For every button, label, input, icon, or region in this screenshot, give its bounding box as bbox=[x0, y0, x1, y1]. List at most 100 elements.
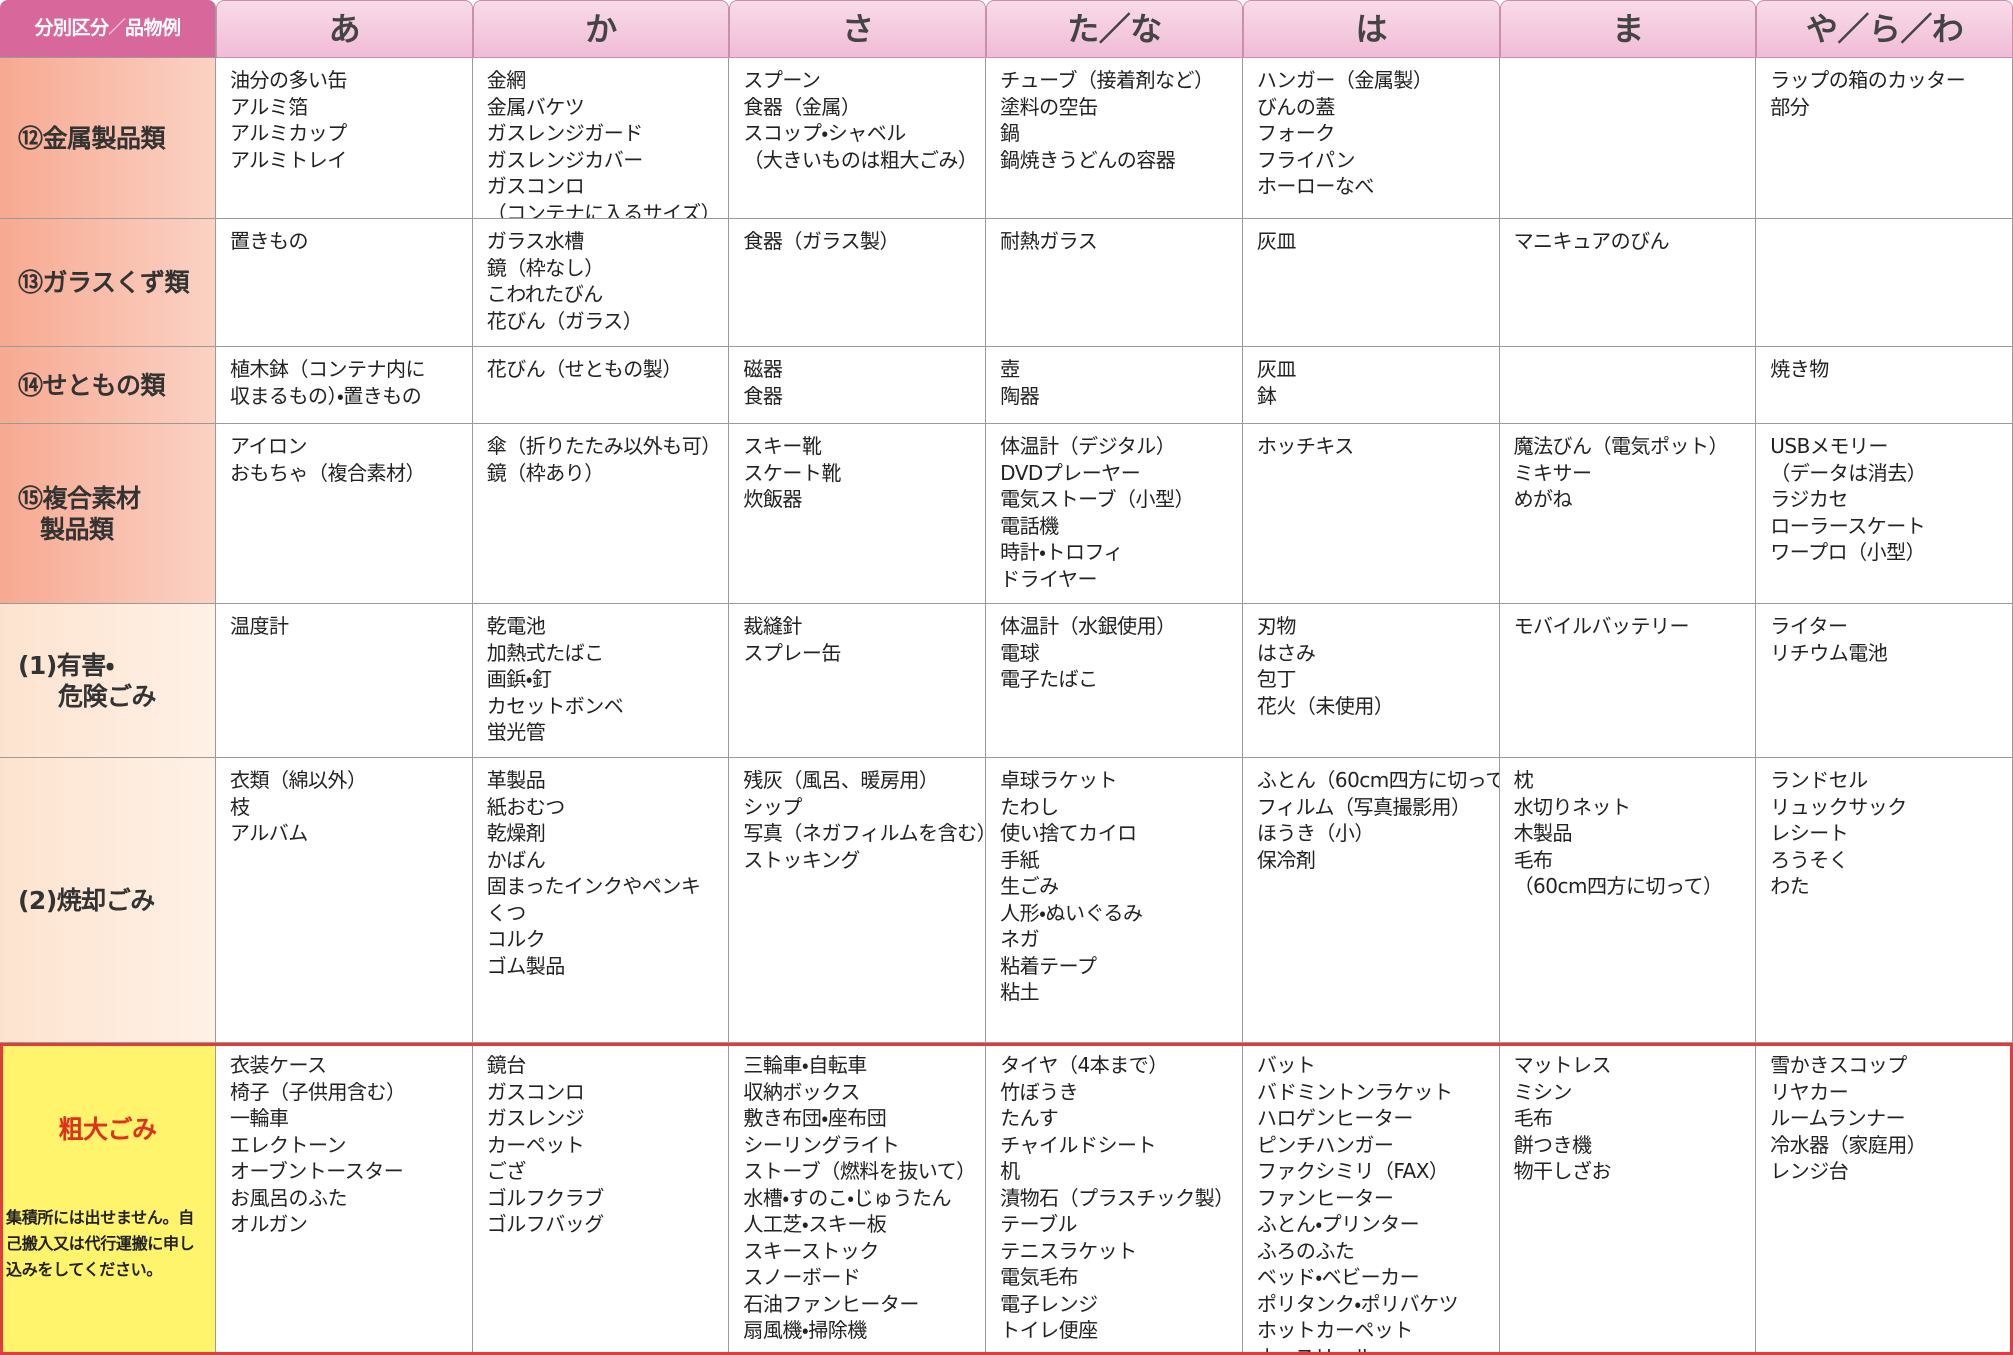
item-cell bbox=[1756, 219, 2013, 347]
item: たわし bbox=[1000, 794, 1059, 819]
item: お風呂のふた bbox=[230, 1185, 347, 1210]
item: ハロゲンヒーター bbox=[1256, 1106, 1413, 1130]
item: マットレス bbox=[1513, 1053, 1612, 1077]
category-cell: ⑭せともの類 bbox=[0, 347, 216, 424]
item: ふとん・プリンター bbox=[1256, 1212, 1420, 1236]
item: 水切りネット bbox=[1513, 794, 1631, 819]
item-cell: タイヤ（4本まで） 竹ぼうき たんす チャイルドシート机漬物石（プラスチック製） テーブ… bbox=[986, 1043, 1243, 1355]
item: ミキサー bbox=[1513, 460, 1592, 485]
item-cell: 衣装ケース 椅子（子供用含む） 一輪車 エレクトーン オーブントースター お風呂のふた オル… bbox=[216, 1043, 473, 1355]
item: ゴルフバッグ bbox=[486, 1212, 604, 1236]
item-cell: 衣類（綿以外）枝アルバム bbox=[216, 758, 473, 1043]
item: （60cm四方に切って） bbox=[1513, 874, 1723, 898]
category-label: ⑮複合素材 bbox=[18, 483, 141, 513]
item-cell: マニキュアのびん bbox=[1499, 219, 1757, 347]
item: スキーストック bbox=[743, 1238, 879, 1263]
corner-label: 分別区分 bbox=[34, 17, 109, 40]
category-cell: (2)焼却ごみ bbox=[0, 758, 216, 1043]
item: ホーローなべ bbox=[1256, 174, 1374, 198]
item-cell: ライター リチウム電池 bbox=[1756, 604, 2013, 758]
item: トイレ便座 bbox=[1000, 1318, 1098, 1342]
category-note: 集積所には出せません。自己搬入又は代行運搬に申し込みをしてください。 bbox=[6, 1208, 195, 1279]
item-cell: 裁縫針 スプレー缶 bbox=[729, 604, 987, 758]
item: 傘（折りたたみ以外も可） bbox=[486, 434, 721, 458]
column-header: さ bbox=[729, 0, 987, 58]
item: 炊飯器 bbox=[743, 487, 802, 511]
item: 毛布 bbox=[1513, 847, 1553, 872]
item: 革製品 bbox=[486, 768, 546, 792]
category-label: ⑬ガラスくず類 bbox=[18, 268, 190, 297]
column-header: た／な bbox=[986, 0, 1243, 58]
item: スノーボード bbox=[743, 1265, 861, 1289]
item-cell: 温度計 bbox=[216, 604, 473, 758]
item: （コンテナに入るサイズ） bbox=[486, 200, 721, 219]
item: 温度計 bbox=[230, 614, 289, 638]
item-cell: 体温計（デジタル） DVDプレーヤー 電気ストーブ（小型） 電話機 時計・トロフィ ドライ… bbox=[986, 424, 1243, 604]
item: こわれたびん bbox=[486, 282, 603, 306]
item: ゴルフクラブ bbox=[486, 1185, 604, 1210]
category-cell: 粗大ごみ 集積所には出せません。自己搬入又は代行運搬に申し込みをしてください。 bbox=[0, 1043, 216, 1355]
item-cell: スプーン 食器（金属） スコップ・シャベル （大きいものは粗大ごみ） bbox=[729, 58, 987, 219]
item: 写真（ネガフィルムを含む） bbox=[743, 821, 987, 845]
item: 石油ファンヒーター bbox=[743, 1291, 919, 1316]
item: 使い捨てカイロ bbox=[1000, 821, 1137, 845]
item-cell: 雪かきスコップ リヤカー ルームランナー 冷水器（家庭用） レンジ台 bbox=[1756, 1043, 2013, 1355]
category-label: 製品類 bbox=[40, 514, 114, 544]
item: ほうき（小） bbox=[1256, 821, 1374, 845]
item: ドライヤー bbox=[1000, 566, 1098, 591]
item: スケート靴 bbox=[743, 460, 841, 485]
item: 壺 bbox=[1000, 357, 1020, 381]
item-cell: ラップの箱のカッター 部分 bbox=[1756, 58, 2013, 219]
item: スキー靴 bbox=[743, 434, 822, 458]
item: スコップ・シャベル bbox=[743, 121, 906, 145]
item: テーブル bbox=[1000, 1212, 1077, 1236]
item: （データは消去） bbox=[1770, 460, 1927, 485]
item: モバイルバッテリー bbox=[1513, 614, 1690, 638]
item: 卓球ラケット bbox=[1000, 768, 1118, 792]
item: 金属バケツ bbox=[486, 94, 585, 119]
item: レシート bbox=[1770, 821, 1849, 845]
item: 鏡台 bbox=[486, 1053, 526, 1077]
item: 金網 bbox=[486, 68, 526, 92]
item: 木製品 bbox=[1513, 821, 1573, 845]
item: ハンガー（金属製） bbox=[1256, 68, 1433, 92]
item: 鍋 bbox=[1000, 121, 1020, 145]
item-cell: 金網 金属バケツ ガスレンジガード ガスレンジカバー ガスコンロ （コンテナに入るサイズ） bbox=[472, 58, 730, 219]
item: 乾燥剤 bbox=[486, 821, 546, 845]
item: リチウム電池 bbox=[1770, 640, 1888, 665]
item: 物干しざお bbox=[1513, 1159, 1612, 1183]
item: アイロン bbox=[230, 434, 307, 458]
item-cell: 油分の多い缶 アルミ箔 アルミカップ アルミトレイ bbox=[216, 58, 473, 219]
item: 残灰（風呂、暖房用） bbox=[743, 768, 939, 792]
item-cell: 花びん（せともの製） bbox=[472, 347, 730, 424]
item: チャイルドシート bbox=[1000, 1132, 1156, 1157]
item: ホットカーペット bbox=[1256, 1318, 1413, 1342]
item: 電子レンジ bbox=[1000, 1291, 1098, 1316]
item-cell: 傘（折りたたみ以外も可） 鏡（枠あり） bbox=[472, 424, 730, 604]
item: 電気ストーブ（小型） bbox=[1000, 487, 1194, 511]
item: マニキュアのびん bbox=[1513, 229, 1670, 253]
item: ルームランナー bbox=[1770, 1106, 1906, 1130]
item: ストッキング bbox=[743, 847, 860, 872]
item: 魔法びん（電気ポット） bbox=[1513, 434, 1729, 458]
item: おもちゃ（複合素材） bbox=[230, 460, 425, 485]
item: 敷き布団・座布団 bbox=[743, 1106, 887, 1130]
item-cell: 磁器 食器 bbox=[729, 347, 987, 424]
item: ホッチキス bbox=[1256, 434, 1354, 458]
item: スプーン bbox=[743, 68, 821, 92]
item-cell: 革製品 紙おむつ 乾燥剤 かばん 固まったインクやペンキ くつ コルク ゴム製品 bbox=[472, 758, 730, 1043]
item-cell: 三輪車・自転車 収納ボックス 敷き布団・座布団 シーリングライト ストーブ（燃料を抜いて… bbox=[729, 1043, 987, 1355]
item: びんの蓋 bbox=[1256, 94, 1335, 119]
item: 粘土 bbox=[1000, 980, 1040, 1004]
item: 灰皿 bbox=[1256, 357, 1296, 381]
item: 加熱式たばこ bbox=[486, 640, 604, 665]
category-label: ⑭せともの類 bbox=[18, 370, 166, 400]
item-cell: 灰皿鉢 bbox=[1242, 347, 1500, 424]
item: ガスレンジ bbox=[486, 1106, 585, 1130]
item: 磁器 bbox=[743, 357, 783, 381]
item: 衣類（綿以外） bbox=[230, 768, 367, 792]
item: ベッド・ベビーカー bbox=[1256, 1265, 1420, 1289]
item: 焼き物 bbox=[1770, 357, 1829, 381]
item: バット bbox=[1256, 1053, 1316, 1077]
item: カーペット bbox=[486, 1132, 585, 1157]
